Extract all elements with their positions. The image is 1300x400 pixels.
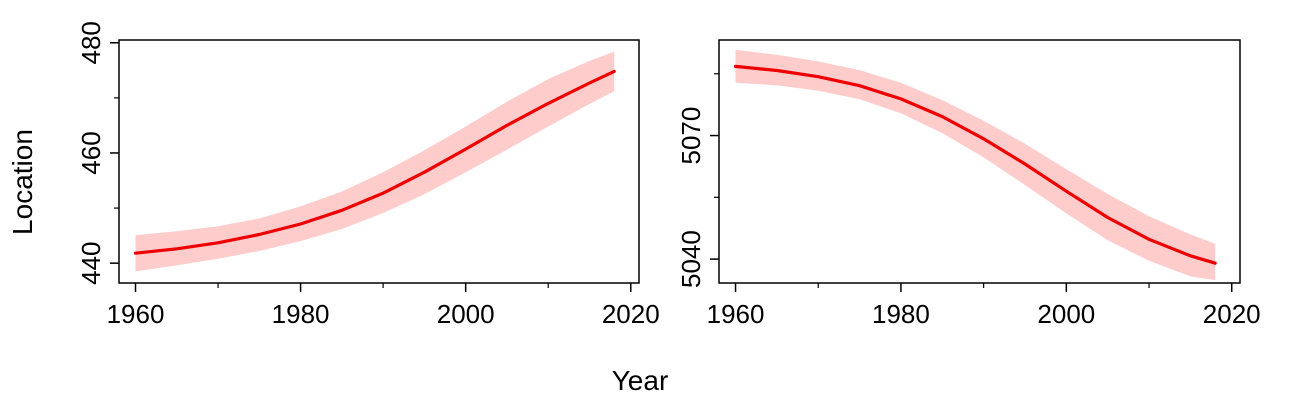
fitted-line-panel-0-series-0 <box>133 69 616 255</box>
confidence-band-panel-1-series-0 <box>735 49 1216 281</box>
shared-y-axis-title: Location <box>7 129 38 235</box>
x-tick-label-panel-1-3: 2020 <box>1203 299 1261 329</box>
panel-right: 1960 1980 2000 2020 5040 5070 <box>676 39 1261 329</box>
fitted-line-panel-1-series-0 <box>733 64 1217 265</box>
shared-x-axis-title: Year <box>612 365 669 396</box>
x-tick-label-panel-0-1: 1980 <box>272 299 330 329</box>
y-tick-label-panel-0-0: 440 <box>76 242 106 285</box>
confidence-band-panel-0-series-0 <box>135 51 615 272</box>
x-tick-label-panel-1-0: 1960 <box>707 299 765 329</box>
plot-frame-panel-1 <box>718 39 1241 284</box>
x-tick-label-panel-0-0: 1960 <box>107 299 165 329</box>
y-tick-label-panel-1-0: 5040 <box>676 230 706 288</box>
y-tick-label-panel-0-2: 480 <box>76 21 106 64</box>
x-tick-label-panel-0-2: 2000 <box>437 299 495 329</box>
plot-frame-panel-0 <box>118 39 640 284</box>
x-tick-label-panel-1-2: 2000 <box>1037 299 1095 329</box>
y-tick-label-panel-1-1: 5070 <box>676 107 706 165</box>
y-tick-label-panel-0-1: 460 <box>76 131 106 174</box>
panel-left: 1960 1980 2000 2020 440 460 480 <box>76 21 660 329</box>
x-tick-label-panel-1-1: 1980 <box>872 299 930 329</box>
x-tick-label-panel-0-3: 2020 <box>602 299 660 329</box>
